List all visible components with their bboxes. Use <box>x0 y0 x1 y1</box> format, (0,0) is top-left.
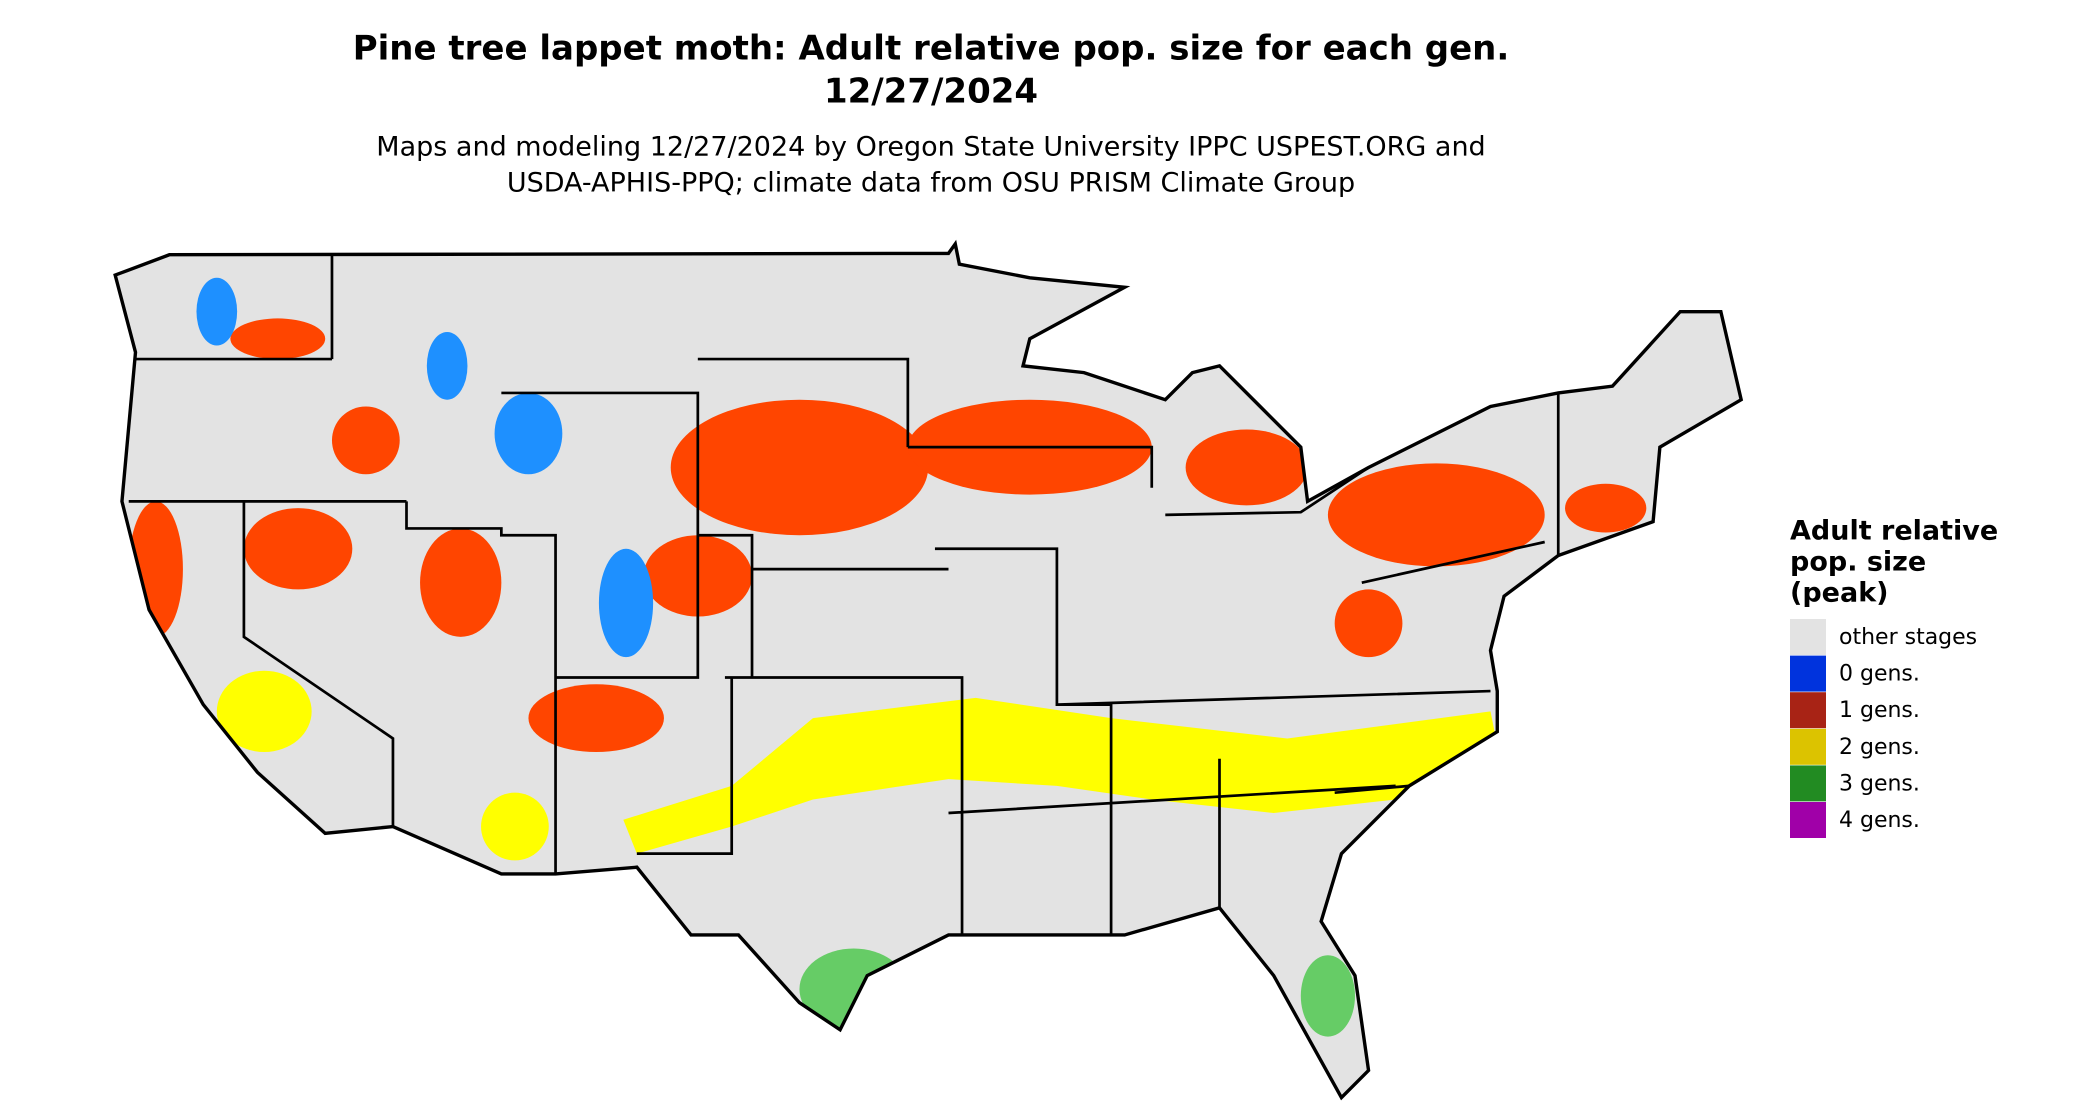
legend-title: Adult relative <box>1790 516 1998 547</box>
legend-swatch <box>1790 655 1826 692</box>
legend-swatch <box>1790 728 1826 765</box>
zone-2-gen <box>481 792 549 861</box>
legend-title: (peak) <box>1790 578 1889 609</box>
legend-label: 3 gens. <box>1839 771 1920 796</box>
zone-0-gen <box>426 331 468 400</box>
zone-2-gen <box>623 697 1498 854</box>
land <box>115 243 1742 1098</box>
zone-1-gen <box>528 684 664 753</box>
legend: Adult relative pop. size (peak) other st… <box>1790 516 1998 838</box>
zone-1-gen <box>230 318 326 360</box>
legend-label: 2 gens. <box>1839 735 1920 760</box>
legend-label: 4 gens. <box>1839 808 1920 833</box>
us-map <box>113 242 1743 1100</box>
zone-3-gen <box>1300 955 1355 1037</box>
zone-0-gen <box>196 277 238 346</box>
zone-1-gen <box>670 399 929 536</box>
subtitle: Maps and modeling 12/27/2024 by Oregon S… <box>376 132 1485 163</box>
legend-title: pop. size <box>1790 547 1926 578</box>
zone-1-gen <box>128 501 183 637</box>
legend-label: other stages <box>1839 625 1977 650</box>
legend-label: 0 gens. <box>1839 662 1920 687</box>
zone-1-gen <box>1185 429 1308 506</box>
legend-label: 1 gens. <box>1839 698 1920 723</box>
legend-swatch <box>1790 692 1826 729</box>
zone-2-gen <box>216 670 312 753</box>
subtitle: USDA-APHIS-PPQ; climate data from OSU PR… <box>507 168 1355 199</box>
legend-swatch <box>1790 765 1826 802</box>
title: Pine tree lappet moth: Adult relative po… <box>353 29 1510 69</box>
legend-swatch <box>1790 802 1826 838</box>
legend-swatch <box>1790 619 1826 655</box>
zone-0-gen <box>598 548 654 658</box>
zone-1-gen <box>420 528 502 637</box>
zone-0-gen <box>494 392 563 475</box>
zone-1-gen <box>331 406 400 475</box>
zone-3-gen <box>799 948 908 1030</box>
title-date: 12/27/2024 <box>824 72 1038 112</box>
zone-1-gen <box>243 508 353 590</box>
zone-1-gen <box>1565 483 1647 533</box>
generation-zones <box>128 277 1647 1037</box>
zone-1-gen <box>1327 463 1545 567</box>
zone-1-gen <box>1334 589 1403 658</box>
